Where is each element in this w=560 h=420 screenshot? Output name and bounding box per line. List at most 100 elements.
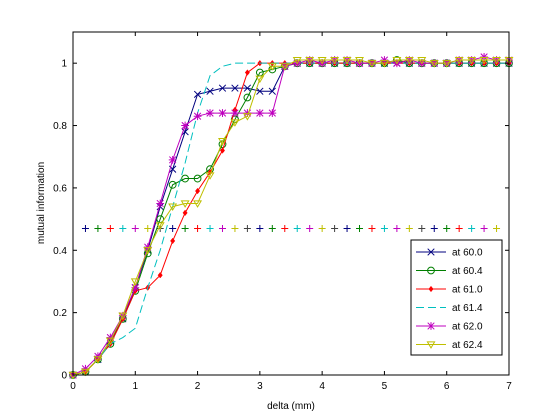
data-point bbox=[130, 278, 140, 286]
reference-marker bbox=[243, 224, 251, 232]
y-tick-label: 0.6 bbox=[53, 183, 67, 194]
data-point bbox=[355, 56, 364, 65]
y-tick-label: 0 bbox=[61, 371, 67, 382]
data-point bbox=[193, 112, 202, 121]
legend-marker bbox=[428, 285, 434, 293]
x-tick-label: 5 bbox=[382, 381, 388, 392]
x-tick-label: 6 bbox=[444, 381, 450, 392]
legend-label: at 62.4 bbox=[452, 340, 483, 351]
data-point bbox=[170, 237, 176, 245]
x-axis-label: delta (mm) bbox=[267, 401, 315, 412]
data-point bbox=[404, 56, 414, 65]
data-point bbox=[218, 84, 227, 92]
reference-marker bbox=[455, 224, 463, 232]
data-point bbox=[480, 53, 488, 61]
reference-marker bbox=[131, 224, 139, 232]
x-tick-label: 0 bbox=[70, 381, 76, 392]
data-point bbox=[244, 69, 250, 76]
data-point bbox=[193, 90, 202, 99]
data-point bbox=[230, 119, 240, 127]
legend-entry: at 60.4 bbox=[416, 266, 483, 277]
reference-marker bbox=[405, 224, 413, 232]
data-point bbox=[292, 56, 302, 65]
data-point bbox=[280, 63, 290, 71]
data-point bbox=[106, 333, 115, 342]
reference-marker bbox=[418, 224, 426, 232]
data-point bbox=[168, 180, 177, 189]
reference-marker bbox=[318, 224, 326, 232]
reference-marker bbox=[468, 224, 476, 232]
series-layer bbox=[68, 53, 514, 380]
data-point bbox=[94, 352, 102, 361]
data-point bbox=[492, 56, 502, 65]
data-point bbox=[118, 312, 128, 321]
reference-markers bbox=[81, 224, 501, 232]
reference-marker bbox=[493, 224, 501, 232]
reference-marker bbox=[218, 224, 226, 232]
data-point bbox=[155, 222, 165, 230]
data-point bbox=[392, 56, 402, 65]
data-point bbox=[206, 87, 214, 95]
data-point bbox=[156, 199, 165, 208]
legend-entry: at 62.0 bbox=[416, 322, 483, 333]
data-point bbox=[379, 60, 389, 68]
data-point bbox=[242, 113, 252, 121]
reference-marker bbox=[356, 224, 364, 232]
data-point bbox=[267, 63, 277, 71]
legend-label: at 61.0 bbox=[452, 285, 483, 296]
reference-marker bbox=[430, 224, 438, 232]
reference-marker bbox=[393, 224, 401, 232]
data-point bbox=[442, 60, 452, 68]
reference-marker bbox=[81, 224, 89, 232]
legend-entry: at 61.4 bbox=[416, 303, 483, 314]
legend-entry: at 62.4 bbox=[416, 340, 483, 351]
data-point bbox=[168, 155, 177, 164]
reference-marker bbox=[443, 224, 451, 232]
data-point bbox=[131, 283, 140, 292]
y-tick-label: 0.2 bbox=[53, 308, 67, 319]
data-point bbox=[305, 56, 315, 65]
y-tick-label: 0.8 bbox=[53, 121, 67, 132]
data-point bbox=[218, 109, 227, 117]
x-tick-label: 3 bbox=[257, 381, 263, 392]
legend-marker bbox=[426, 341, 436, 349]
legend-marker bbox=[427, 266, 435, 275]
y-tick-label: 1 bbox=[61, 59, 67, 70]
data-point bbox=[256, 87, 264, 95]
data-point bbox=[219, 147, 226, 154]
data-point bbox=[454, 56, 464, 65]
data-point bbox=[181, 128, 189, 136]
x-tick-label: 4 bbox=[319, 381, 325, 392]
data-point bbox=[380, 56, 389, 64]
reference-marker bbox=[306, 224, 314, 232]
reference-marker bbox=[480, 224, 488, 232]
data-point bbox=[268, 87, 276, 95]
plot-frame bbox=[72, 31, 510, 376]
reference-marker bbox=[181, 224, 189, 232]
data-point bbox=[268, 109, 277, 117]
data-point bbox=[181, 121, 190, 130]
data-point bbox=[193, 174, 202, 183]
data-point bbox=[218, 138, 227, 146]
data-point bbox=[255, 75, 265, 84]
legend-marker bbox=[427, 322, 435, 330]
reference-marker bbox=[268, 224, 276, 232]
reference-marker bbox=[106, 224, 114, 232]
reference-marker bbox=[194, 224, 202, 232]
reference-marker bbox=[256, 224, 264, 232]
data-point bbox=[80, 368, 90, 377]
legend-marker bbox=[427, 248, 435, 256]
data-point bbox=[317, 56, 327, 65]
data-point bbox=[330, 56, 340, 65]
data-point bbox=[143, 243, 152, 252]
reference-marker bbox=[94, 224, 102, 232]
reference-marker bbox=[380, 224, 388, 232]
data-point bbox=[157, 272, 163, 279]
x-tick-label: 2 bbox=[195, 381, 201, 392]
reference-marker bbox=[368, 224, 376, 232]
data-point bbox=[243, 93, 252, 102]
legend-box bbox=[410, 239, 503, 356]
data-point bbox=[193, 200, 203, 208]
data-point bbox=[231, 84, 239, 92]
legend-label: at 60.0 bbox=[452, 248, 483, 259]
